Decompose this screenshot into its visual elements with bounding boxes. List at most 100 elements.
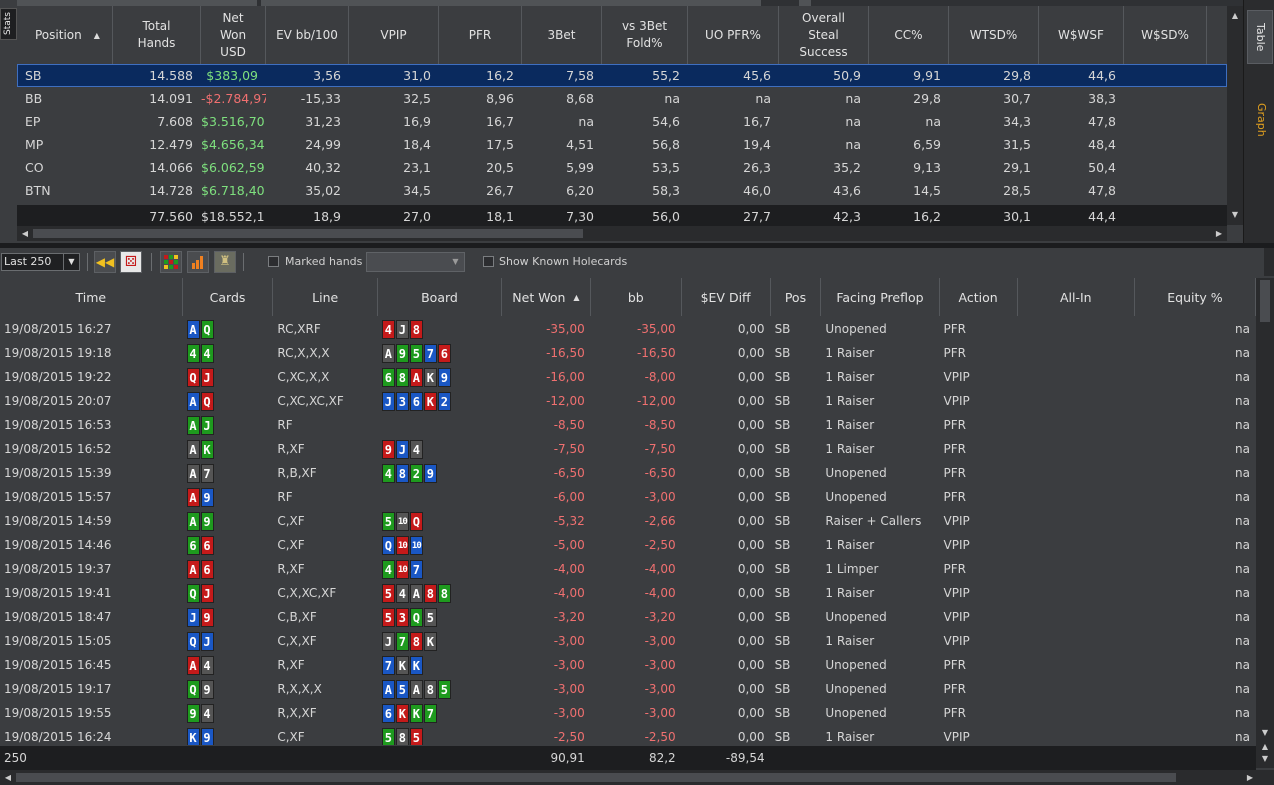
stat-cell: na [845, 91, 861, 106]
hands-col-header[interactable]: Line [273, 278, 378, 316]
scroll-up-icon[interactable]: ▲ [1261, 742, 1269, 751]
hands-col-header[interactable]: Time [0, 278, 183, 316]
stats-col-header[interactable]: CC% [869, 6, 949, 64]
stats-col-header[interactable]: UO PFR% [688, 6, 779, 64]
hands-col-header[interactable]: Facing Preflop [821, 278, 940, 316]
time-cell: 19/08/2015 15:57 [4, 490, 112, 504]
playing-card: A [186, 439, 200, 459]
stats-row[interactable]: EP 7.608 $3.516,70 31,23 16,9 16,7 na 54,6 16,7 n… [17, 110, 1227, 133]
stats-col-header[interactable]: WTSD% [949, 6, 1039, 64]
hands-col-header[interactable]: Pos [771, 278, 822, 316]
hands-col-header[interactable]: Cards [183, 278, 274, 316]
scroll-down-icon[interactable]: ▼ [1261, 728, 1269, 737]
hands-col-header[interactable]: All-In [1018, 278, 1135, 316]
hand-row[interactable]: 19/08/2015 14:59 A 9 C,XF 5 10 Q -5,32 -2,66 0,00… [0, 509, 1256, 533]
hand-row[interactable]: 19/08/2015 19:22 Q J C,XC,X,X 6 8 A K 9 -16,00 -8,… [0, 365, 1256, 389]
stats-col-header[interactable]: Position ▲ [17, 6, 113, 64]
tab-graph[interactable]: Graph [1255, 103, 1268, 137]
bar-chart-icon[interactable] [187, 251, 209, 273]
line-cell: RC,XRF [277, 322, 321, 336]
hand-row[interactable]: 19/08/2015 16:45 A 4 R,XF 7 K K -3,00 -3,00 0,00 S… [0, 653, 1256, 677]
stats-col-header[interactable]: EV bb/100 [266, 6, 349, 64]
hands-vertical-scrollbar[interactable]: ▼ ▲ ▼ [1256, 278, 1274, 768]
stat-cell: 58,3 [652, 183, 680, 198]
playing-card: 6 [200, 559, 214, 579]
toolbar-scrollbar[interactable] [1264, 248, 1274, 276]
hand-row[interactable]: 19/08/2015 16:52 A K R,XF 9 J 4 -7,50 -7,50 0,00 S… [0, 437, 1256, 461]
scroll-up-icon[interactable]: ▲ [1231, 11, 1239, 20]
playing-card: 9 [186, 703, 200, 723]
hand-row[interactable]: 19/08/2015 16:27 A Q RC,XRF 4 J 8 -35,00 -35,00 0… [0, 317, 1256, 341]
stats-vertical-scrollbar[interactable]: ▲ ▼ [1227, 6, 1243, 225]
ev-cell: 0,00 [737, 706, 765, 720]
time-cell: 19/08/2015 14:59 [4, 514, 112, 528]
scroll-down-icon[interactable]: ▼ [1261, 754, 1269, 763]
marked-hands-checkbox[interactable] [268, 256, 279, 267]
stats-col-header[interactable]: PFR [439, 6, 522, 64]
hands-col-header[interactable]: Net Won ▲ [502, 278, 591, 316]
action-cell: VPIP [943, 634, 970, 648]
playing-card: A [186, 655, 200, 675]
scroll-thumb[interactable] [1260, 280, 1270, 322]
hand-row[interactable]: 19/08/2015 16:53 A J RF -8,50 -8,50 0,00 SB 1 Ra… [0, 413, 1256, 437]
stats-col-header[interactable]: vs 3Bet Fold% [602, 6, 688, 64]
rewind-icon[interactable]: ◀◀ [94, 251, 116, 273]
stats-row[interactable]: SB 14.588 $383,09 3,56 31,0 16,2 7,58 55,2 45,6 5… [17, 64, 1227, 87]
hands-col-header[interactable]: Action [940, 278, 1018, 316]
stats-row[interactable]: CO 14.066 $6.062,59 40,32 23,1 20,5 5,99 53,5 26… [17, 156, 1227, 179]
stats-col-header[interactable]: VPIP [349, 6, 439, 64]
marked-hands-select[interactable]: ▼ [366, 252, 465, 272]
total-cell: $18.552,1 [201, 208, 265, 224]
stats-col-header[interactable]: W$SD% [1124, 6, 1207, 64]
scroll-left-icon[interactable]: ◀ [21, 229, 29, 238]
hand-row[interactable]: 19/08/2015 16:24 K 9 C,XF 5 8 5 -2,50 -2,50 0,00 S… [0, 725, 1256, 745]
stats-col-header[interactable]: Net Won USD [201, 6, 266, 64]
stat-cell: 14.728 [149, 183, 193, 198]
stats-row[interactable]: MP 12.479 $4.656,34 24,99 18,4 17,5 4,51 56,8 19… [17, 133, 1227, 156]
hand-grid-icon[interactable] [160, 251, 182, 273]
stats-col-header[interactable]: 3Bet [522, 6, 602, 64]
hand-row[interactable]: 19/08/2015 18:47 J 9 C,B,XF 5 3 Q 5 -3,20 -3,20 0,… [0, 605, 1256, 629]
stats-horizontal-scrollbar[interactable]: ◀ ▶ [17, 226, 1227, 241]
stats-row[interactable]: BB 14.091 -$2.784,97 -15,33 32,5 8,96 8,68 na na… [17, 87, 1227, 110]
stats-row[interactable]: BTN 14.728 $6.718,40 35,02 34,5 26,7 6,20 58,3 4… [17, 179, 1227, 202]
stats-col-header[interactable]: Overall Steal Success [779, 6, 869, 64]
scroll-right-icon[interactable]: ▶ [1215, 229, 1223, 238]
hand-row[interactable]: 19/08/2015 20:07 A Q C,XC,XC,XF J 3 6 K 2 -12,00-… [0, 389, 1256, 413]
replay-dice-icon[interactable]: ⚄ [120, 251, 142, 273]
hands-col-header[interactable]: Board [378, 278, 502, 316]
tab-table[interactable]: Table [1247, 10, 1273, 64]
hand-row[interactable]: 19/08/2015 15:05 Q J C,X,XF J 7 8 K -3,00 -3,00 0,… [0, 629, 1256, 653]
hands-col-header[interactable]: $EV Diff [682, 278, 771, 316]
hand-row[interactable]: 19/08/2015 19:37 A 6 R,XF 4 10 7 -4,00 -4,00 0,00… [0, 557, 1256, 581]
scroll-thumb[interactable] [16, 773, 1176, 782]
hand-row[interactable]: 19/08/2015 19:55 9 4 R,X,XF 6 K K 7 -3,00 -3,00 0,… [0, 701, 1256, 725]
hands-col-header[interactable]: bb [591, 278, 682, 316]
stats-col-header[interactable]: Total Hands [113, 6, 201, 64]
hands-col-header[interactable]: Equity % [1135, 278, 1256, 316]
scroll-thumb[interactable] [33, 229, 583, 238]
hand-range-select[interactable]: Last 250 ▼ [1, 253, 80, 271]
scroll-down-icon[interactable]: ▼ [1231, 210, 1239, 219]
scroll-right-icon[interactable]: ▶ [1246, 773, 1254, 782]
scroll-left-icon[interactable]: ◀ [4, 773, 12, 782]
hand-row[interactable]: 19/08/2015 15:57 A 9 RF -6,00 -3,00 0,00 SB Unop… [0, 485, 1256, 509]
hand-row[interactable]: 19/08/2015 15:39 A 7 R,B,XF 4 8 2 9 -6,50 -6,50 0,… [0, 461, 1256, 485]
hands-horizontal-scrollbar[interactable]: ◀ ▶ [0, 770, 1274, 785]
stats-side-tab[interactable]: Stats [0, 8, 17, 40]
known-holecards-checkbox[interactable] [483, 256, 494, 267]
playing-card: 9 [200, 511, 214, 531]
trophy-icon[interactable]: ♜ [214, 251, 236, 273]
stats-col-header[interactable]: W$WSF [1039, 6, 1124, 64]
hand-row[interactable]: 19/08/2015 19:41 Q J C,X,XC,XF 5 4 A 8 8 -4,00 -4,… [0, 581, 1256, 605]
action-cell: VPIP [943, 514, 970, 528]
hand-row[interactable]: 19/08/2015 19:17 Q 9 R,X,X,X A 5 A 8 5 -3,00 -3,00… [0, 677, 1256, 701]
column-label: Board [421, 289, 458, 305]
playing-card: 8 [409, 631, 423, 651]
hand-row[interactable]: 19/08/2015 19:18 4 4 RC,X,X,X A 9 5 7 6 -16,50 -16… [0, 341, 1256, 365]
hand-row[interactable]: 19/08/2015 14:46 6 6 C,XF Q 10 10 -5,00 -2,50 0,0… [0, 533, 1256, 557]
panel-splitter[interactable] [0, 243, 1274, 248]
net-cell: -4,00 [553, 562, 585, 576]
